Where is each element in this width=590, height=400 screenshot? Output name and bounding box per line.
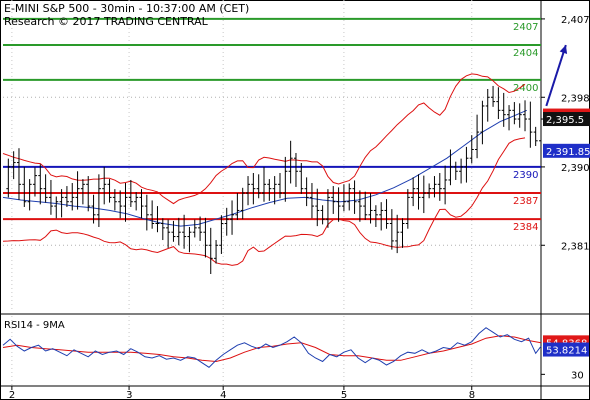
rsi-y-tick-label: 30 xyxy=(571,370,584,381)
y-tick-label: 2,390 xyxy=(561,163,590,174)
level-label-2400: 2400 xyxy=(513,83,538,94)
x-tick-label: 4 xyxy=(220,390,226,400)
rsi-title: RSI14 - 9MA xyxy=(4,320,65,331)
rsi-tag-blue xyxy=(543,342,589,357)
x-tick-label: 2 xyxy=(9,390,15,400)
price-bars xyxy=(6,85,543,274)
x-tick-label: 3 xyxy=(126,390,132,400)
level-label-2404: 2404 xyxy=(513,48,538,59)
forecast-arrow xyxy=(545,44,567,107)
price-tag-black xyxy=(543,112,590,127)
y-tick-label: 2,407 xyxy=(561,15,590,26)
x-tick-label: 8 xyxy=(469,390,475,400)
price-tag-blue xyxy=(543,143,590,158)
moving-average xyxy=(2,109,527,227)
level-label-2407: 2407 xyxy=(513,22,538,33)
level-label-2387: 2387 xyxy=(513,196,538,207)
chart-title: E-MINI S&P 500 - 30min - 10:37:00 AM (CE… xyxy=(4,2,250,15)
rsi-ma-line xyxy=(2,335,542,363)
bollinger-upper xyxy=(2,73,526,205)
price-tag-label: 2,395.5 xyxy=(546,115,584,126)
rsi-tag-label: 53.8214 xyxy=(546,346,587,357)
price-tag-label: 2,391.85 xyxy=(546,147,590,158)
rsi-line xyxy=(2,327,542,368)
copyright: Research © 2017 TRADING CENTRAL xyxy=(4,15,208,28)
level-label-2384: 2384 xyxy=(513,222,538,233)
y-tick-label: 2,381 xyxy=(561,241,590,252)
x-tick-label: 5 xyxy=(341,390,347,400)
y-tick-label: 2,398 xyxy=(561,93,590,104)
level-label-2390: 2390 xyxy=(513,170,538,181)
bollinger-lower xyxy=(2,137,526,266)
forecast-arrow-head xyxy=(559,45,568,54)
